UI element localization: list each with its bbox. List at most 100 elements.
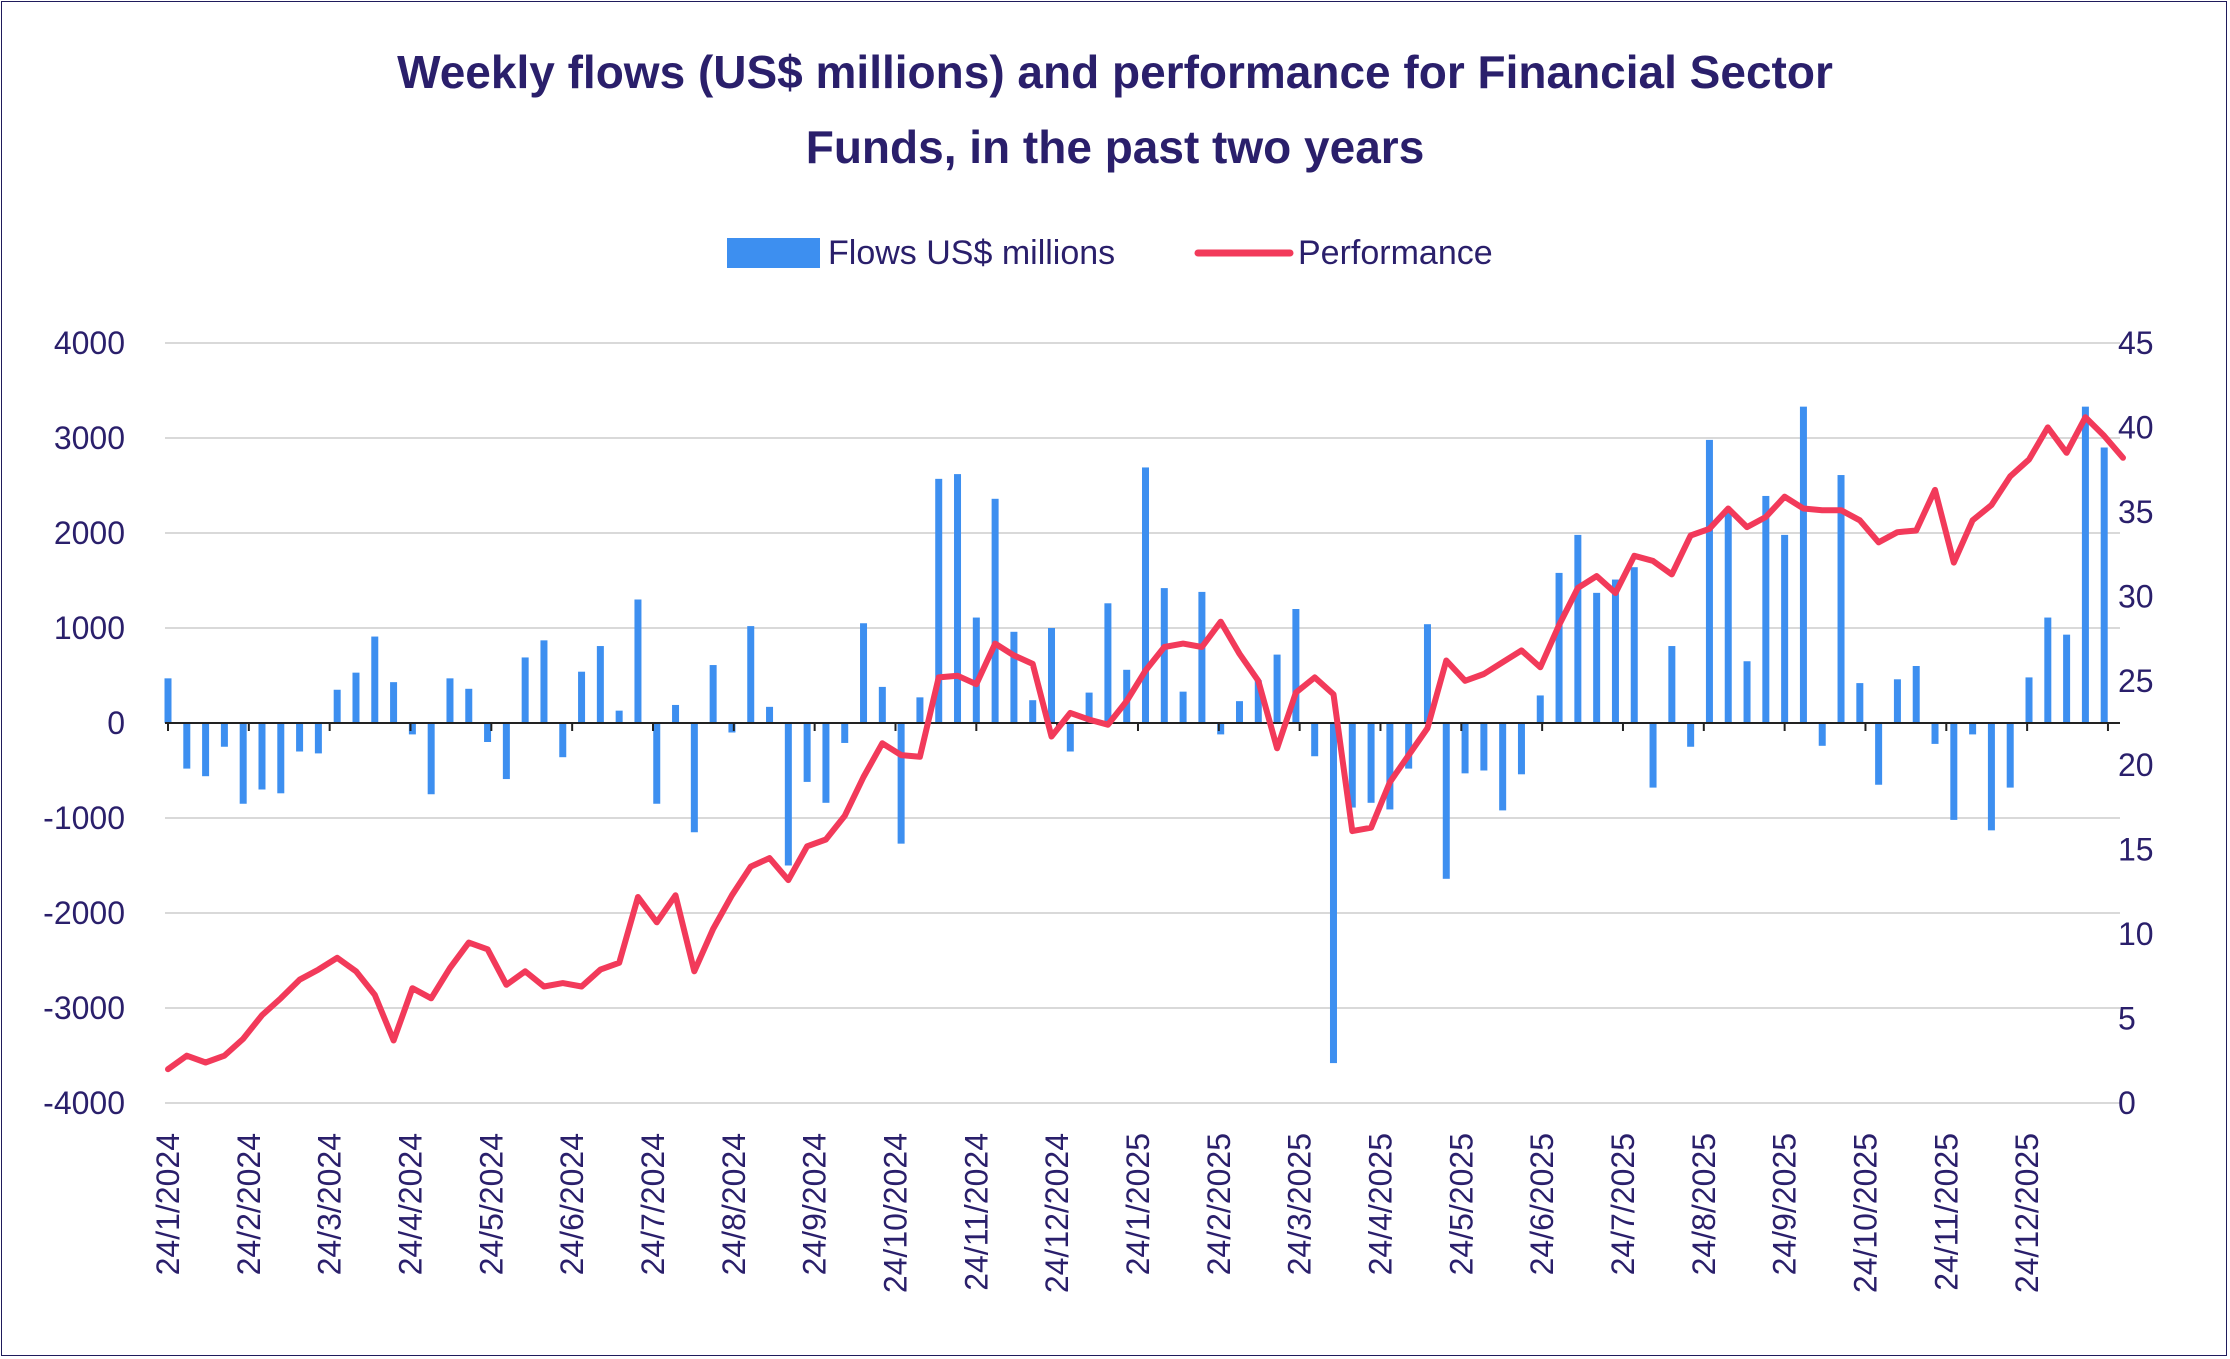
x-tick-label: 24/9/2024 xyxy=(797,1133,833,1275)
flow-bar xyxy=(916,697,924,723)
flow-bar xyxy=(672,704,680,723)
y-right-tick-label: 0 xyxy=(2118,1085,2136,1121)
flow-bar xyxy=(1536,695,1544,723)
flow-bar xyxy=(1085,692,1093,723)
flow-bar xyxy=(803,723,811,782)
flow-bar xyxy=(202,723,210,777)
legend: Flows US$ millions Performance xyxy=(727,234,1493,272)
y-axis-left: 4000 3000 2000 1000 0 -1000 -2000 -3000 -4000 xyxy=(43,325,125,1121)
x-tick-label: 24/10/2024 xyxy=(877,1133,913,1293)
flow-bar xyxy=(1950,723,1958,820)
x-tick-label: 24/10/2025 xyxy=(1847,1133,1883,1293)
flow-bar xyxy=(728,723,736,733)
flow-bar xyxy=(954,474,962,723)
flow-bar xyxy=(1179,691,1187,723)
flow-bar xyxy=(1724,510,1732,723)
flow-bar xyxy=(1517,723,1525,775)
x-tick-label: 24/9/2025 xyxy=(1767,1133,1803,1275)
y-left-tick-label: 3000 xyxy=(54,420,125,456)
flow-bar xyxy=(1574,534,1582,723)
flow-bar xyxy=(1423,624,1431,723)
flow-bar xyxy=(1668,646,1676,723)
flow-bar xyxy=(709,665,717,723)
x-tick-label: 24/5/2024 xyxy=(473,1133,509,1275)
performance-line xyxy=(165,414,2126,1073)
x-tick-label: 24/11/2024 xyxy=(958,1133,994,1291)
flow-bar xyxy=(1292,609,1300,723)
x-tick-label: 24/8/2025 xyxy=(1686,1133,1722,1275)
flow-bar xyxy=(1217,723,1225,735)
x-tick-label: 24/5/2025 xyxy=(1443,1133,1479,1275)
y-left-tick-label: 2000 xyxy=(54,515,125,551)
flow-bar xyxy=(2006,723,2014,788)
flow-bar xyxy=(2100,447,2108,723)
flow-bar xyxy=(1893,679,1901,723)
flow-bar xyxy=(972,617,980,723)
flow-bar xyxy=(860,623,868,723)
flow-bar xyxy=(1254,680,1262,723)
flow-bar xyxy=(239,723,247,804)
chart-title-line-1: Weekly flows (US$ millions) and performa… xyxy=(397,46,1833,98)
flow-bar xyxy=(1198,591,1206,723)
flow-bar xyxy=(822,723,830,803)
flow-bar xyxy=(1066,723,1074,752)
x-tick-label: 24/3/2024 xyxy=(312,1133,348,1275)
flow-bar xyxy=(540,640,548,723)
flow-bar xyxy=(1480,723,1488,771)
y-right-tick-label: 5 xyxy=(2118,1001,2136,1037)
flow-bar xyxy=(596,646,604,723)
flow-bar xyxy=(784,723,792,866)
legend-swatch-flows xyxy=(727,238,820,268)
x-axis xyxy=(165,722,2120,731)
flow-bar xyxy=(164,678,172,723)
flow-bar xyxy=(408,723,416,735)
flow-bar xyxy=(183,723,191,769)
flow-bar xyxy=(1367,723,1375,803)
x-tick-label: 24/6/2025 xyxy=(1524,1133,1560,1275)
flow-bar xyxy=(1048,628,1056,723)
flow-bar xyxy=(2081,406,2089,723)
flow-bar xyxy=(1405,723,1413,769)
performance-line-group xyxy=(165,414,2126,1073)
flow-bar xyxy=(841,723,849,743)
flow-bar xyxy=(991,498,999,723)
flow-bar xyxy=(1442,723,1450,879)
flow-bar xyxy=(484,723,492,742)
y-left-tick-label: -2000 xyxy=(43,895,125,931)
flow-bar xyxy=(1856,683,1864,723)
flow-bar xyxy=(1875,723,1883,785)
flow-bar xyxy=(352,672,360,723)
flow-bar xyxy=(1104,603,1112,723)
x-tick-label: 24/2/2024 xyxy=(231,1133,267,1275)
y-right-tick-label: 15 xyxy=(2118,832,2154,868)
chart-title-line-2: Funds, in the past two years xyxy=(806,121,1425,173)
gridlines xyxy=(165,342,2120,1104)
y-left-tick-label: -1000 xyxy=(43,800,125,836)
flow-bar xyxy=(296,723,304,752)
x-tick-label: 24/4/2024 xyxy=(392,1133,428,1275)
flow-bar xyxy=(1160,588,1168,723)
x-tick-label: 24/6/2024 xyxy=(554,1133,590,1275)
flow-bar xyxy=(1010,631,1018,723)
flow-bar xyxy=(1799,406,1807,723)
flow-bar xyxy=(1311,723,1319,757)
flow-bar xyxy=(1029,700,1037,723)
y-right-tick-label: 20 xyxy=(2118,747,2154,783)
flow-bar xyxy=(1593,592,1601,723)
flow-bar xyxy=(615,710,623,723)
x-tick-label: 24/11/2025 xyxy=(1928,1133,1964,1291)
x-tick-label: 24/7/2024 xyxy=(635,1133,671,1275)
flow-bar xyxy=(1818,723,1826,746)
x-tick-label: 24/4/2025 xyxy=(1362,1133,1398,1275)
flow-bar xyxy=(1461,723,1469,774)
x-axis-labels: 24/1/2024 24/2/2024 24/3/2024 24/4/2024 24/5… xyxy=(150,1133,2045,1293)
flow-bar xyxy=(427,723,435,795)
flow-bar xyxy=(446,678,454,723)
flow-bar xyxy=(1912,666,1920,723)
flow-bar xyxy=(2063,634,2071,723)
flow-bar xyxy=(747,626,755,723)
flow-bar xyxy=(559,723,567,758)
legend-label-flows: Flows US$ millions xyxy=(828,234,1115,272)
flow-bar xyxy=(1649,723,1657,788)
